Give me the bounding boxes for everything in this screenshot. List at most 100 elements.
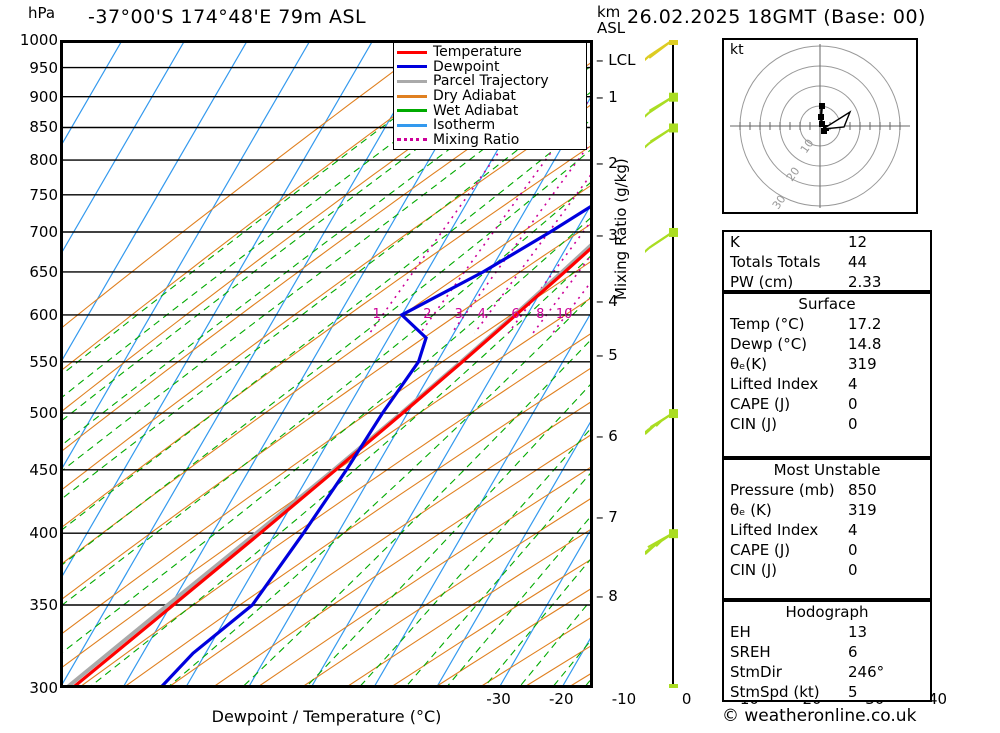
row-key: Temp (°C) bbox=[730, 315, 805, 333]
table-row: Temp (°C) 17.2 bbox=[724, 314, 930, 334]
row-value: 0 bbox=[848, 415, 858, 433]
table-row: SREH 6 bbox=[724, 642, 930, 662]
row-value: 13 bbox=[848, 623, 868, 641]
legend-swatch-icon bbox=[397, 79, 427, 83]
table-row: StmSpd (kt) 5 bbox=[724, 682, 930, 702]
pressure-tick-650: 650 bbox=[29, 262, 58, 281]
surface-table: Surface Temp (°C) 17.2 Dewp (°C) 14.8 θₑ(K) 31… bbox=[722, 292, 932, 458]
row-key: CIN (J) bbox=[730, 415, 778, 433]
copyright-label: © weatheronline.co.uk bbox=[722, 706, 917, 726]
pressure-unit-label: hPa bbox=[28, 4, 56, 22]
most-unstable-table: Most Unstable Pressure (mb) 850 θₑ (K) 319 Li… bbox=[722, 458, 932, 600]
row-value: 5 bbox=[848, 683, 858, 701]
height-tick-4: – 4 bbox=[596, 291, 618, 310]
table-row: PW (cm) 2.33 bbox=[724, 272, 930, 292]
table-row: Lifted Index 4 bbox=[724, 374, 930, 394]
row-value: 14.8 bbox=[848, 335, 882, 353]
legend-label: Parcel Trajectory bbox=[433, 73, 549, 90]
row-key: Lifted Index bbox=[730, 521, 819, 539]
row-value: 2.33 bbox=[848, 273, 882, 291]
pressure-axis: 300 350 400 450 500 550 600 650 700 750 800 850 900 9… bbox=[0, 0, 58, 733]
hodograph-table: Hodograph EH 13 SREH 6 StmDir 246° StmSpd (kt) 5 bbox=[722, 600, 932, 702]
x-axis-title: Dewpoint / Temperature (°C) bbox=[211, 707, 442, 726]
table-row: Totals Totals 44 bbox=[724, 252, 930, 272]
row-value: 12 bbox=[848, 233, 868, 251]
isobar-lines bbox=[60, 40, 593, 688]
svg-text:1: 1 bbox=[373, 307, 381, 322]
row-key: CAPE (J) bbox=[730, 541, 791, 559]
pressure-tick-450: 450 bbox=[29, 460, 58, 479]
pressure-tick-350: 350 bbox=[29, 596, 58, 615]
row-key: Totals Totals bbox=[730, 253, 821, 271]
table-row: θₑ (K) 319 bbox=[724, 500, 930, 520]
legend-item-mixing-ratio: Mixing Ratio bbox=[397, 133, 583, 148]
row-key: StmSpd (kt) bbox=[730, 683, 820, 701]
height-tick-6: – 6 bbox=[596, 427, 618, 446]
table-row: Pressure (mb) 850 bbox=[724, 480, 930, 500]
table-row: θₑ(K) 319 bbox=[724, 354, 930, 374]
table-row: CIN (J) 0 bbox=[724, 560, 930, 580]
temperature-curve bbox=[71, 244, 593, 688]
hodograph-ring-label: 20 bbox=[784, 165, 803, 184]
mixing-ratio-labels: 12346810152025 bbox=[373, 307, 593, 322]
temp-tick--20: -20 bbox=[549, 690, 574, 708]
pressure-tick-500: 500 bbox=[29, 404, 58, 423]
legend-label: Dry Adiabat bbox=[433, 88, 516, 105]
table-title: Hodograph bbox=[785, 603, 869, 621]
pressure-tick-300: 300 bbox=[29, 679, 58, 697]
table-title: Surface bbox=[798, 295, 856, 313]
table-row: CIN (J) 0 bbox=[724, 414, 930, 434]
hodograph: 10203040 bbox=[722, 38, 918, 240]
row-value: 0 bbox=[848, 561, 858, 579]
legend: Temperature Dewpoint Parcel Trajectory Dry … bbox=[393, 42, 587, 151]
temp-tick-40: 40 bbox=[927, 690, 948, 708]
legend-swatch-icon bbox=[397, 50, 427, 54]
pressure-tick-950: 950 bbox=[29, 58, 58, 77]
table-row: Lifted Index 4 bbox=[724, 520, 930, 540]
wind-barb-column bbox=[638, 36, 705, 714]
height-tick-5: – 5 bbox=[596, 345, 618, 364]
row-value: 246° bbox=[848, 663, 885, 681]
mixing-ratio-axis-title: Mixing Ratio (g/kg) bbox=[612, 158, 630, 300]
plot-border bbox=[60, 40, 593, 688]
table-row: K 12 bbox=[724, 232, 930, 252]
row-value: 850 bbox=[848, 481, 877, 499]
temp-tick--10: -10 bbox=[611, 690, 637, 708]
height-unit-line1: km bbox=[597, 3, 621, 21]
row-key: SREH bbox=[730, 643, 771, 661]
legend-item-parcel-trajectory: Parcel Trajectory bbox=[397, 74, 583, 89]
row-value: 0 bbox=[848, 395, 858, 413]
row-value: 4 bbox=[848, 521, 858, 539]
height-axis: – 8 – 7 – 6 – 5 – 4 – 3 – 2 – 1 – LCL bbox=[596, 0, 656, 733]
row-key: θₑ (K) bbox=[730, 501, 772, 519]
row-key: K bbox=[730, 233, 740, 251]
height-tick-8: – 8 bbox=[596, 586, 618, 605]
row-key: EH bbox=[730, 623, 751, 641]
height-tick-3: – 3 bbox=[596, 226, 618, 245]
svg-text:2: 2 bbox=[423, 307, 431, 322]
hodograph-ring-label: 30 bbox=[770, 193, 789, 212]
temp-tick-0: 0 bbox=[681, 690, 692, 708]
legend-item-wet-adiabat: Wet Adiabat bbox=[397, 103, 583, 118]
legend-label: Temperature bbox=[433, 44, 522, 61]
row-key: Lifted Index bbox=[730, 375, 819, 393]
row-key: Pressure (mb) bbox=[730, 481, 835, 499]
pressure-tick-550: 550 bbox=[29, 352, 58, 371]
table-row: EH 13 bbox=[724, 622, 930, 642]
svg-text:8: 8 bbox=[536, 307, 544, 322]
pressure-tick-900: 900 bbox=[29, 87, 58, 106]
legend-label: Dewpoint bbox=[433, 58, 500, 75]
hodograph-ring-label: 10 bbox=[798, 137, 817, 156]
legend-label: Mixing Ratio bbox=[433, 131, 520, 148]
svg-text:6: 6 bbox=[511, 307, 519, 322]
svg-text:3: 3 bbox=[455, 307, 463, 322]
row-key: StmDir bbox=[730, 663, 782, 681]
row-value: 6 bbox=[848, 643, 858, 661]
table-row: Dewp (°C) 14.8 bbox=[724, 334, 930, 354]
height-unit-label: km ASL bbox=[597, 4, 625, 36]
row-key: CAPE (J) bbox=[730, 395, 791, 413]
table-row: StmDir 246° bbox=[724, 662, 930, 682]
legend-swatch-icon bbox=[397, 94, 427, 98]
pressure-tick-700: 700 bbox=[29, 222, 58, 241]
legend-label: Isotherm bbox=[433, 117, 496, 134]
